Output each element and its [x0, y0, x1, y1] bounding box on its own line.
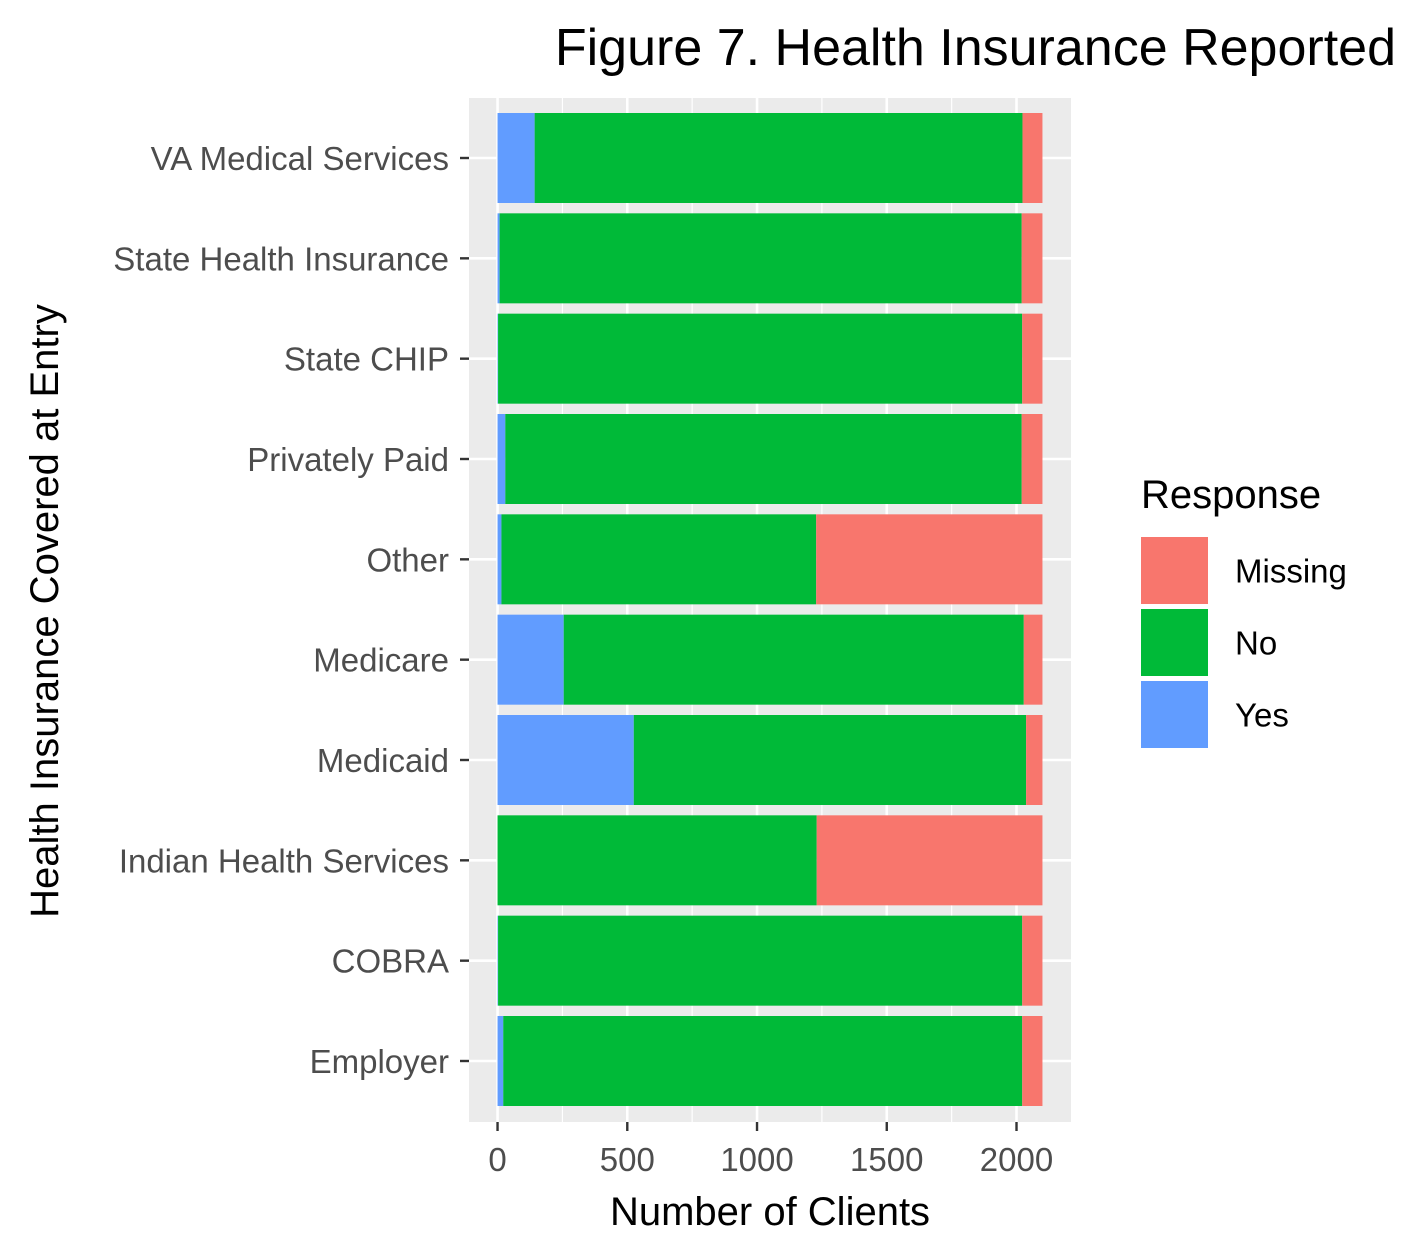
bar-state-chip-missing	[1022, 313, 1043, 404]
x-tick-label: 0	[488, 1141, 506, 1178]
bar-medicaid-missing	[1026, 715, 1043, 805]
y-axis-title: Health Insurance Covered at Entry	[23, 304, 67, 918]
bar-employer-missing	[1022, 1016, 1043, 1106]
bar-employer-no	[503, 1016, 1023, 1106]
y-tick-label: Employer	[310, 1043, 449, 1080]
bar-medicare-no	[563, 614, 1024, 705]
y-tick-label: Medicaid	[317, 742, 449, 779]
x-tick-label: 2000	[980, 1141, 1053, 1178]
bar-privately-paid-no	[505, 414, 1022, 504]
bar-medicare-yes	[497, 614, 564, 705]
bar-va-medical-services-missing	[1022, 113, 1043, 203]
legend-key-yes	[1141, 681, 1208, 748]
bar-state-health-insurance-yes	[497, 213, 500, 304]
y-tick-label: Indian Health Services	[119, 842, 449, 879]
bar-cobra-yes	[497, 915, 499, 1006]
bar-medicaid-yes	[497, 715, 634, 805]
bar-medicaid-no	[633, 715, 1027, 805]
x-tick-label: 1500	[850, 1141, 923, 1178]
y-tick-label: State CHIP	[284, 341, 449, 378]
x-axis: 0 500 1000 1500 2000	[488, 1122, 1053, 1178]
bar-indian-health-services-missing	[816, 815, 1043, 906]
bar-cobra-missing	[1022, 915, 1043, 1006]
legend-key-no	[1141, 609, 1208, 676]
bar-state-chip-yes	[497, 313, 499, 404]
y-tick-label: Medicare	[313, 642, 449, 679]
bar-other-missing	[816, 514, 1043, 605]
x-axis-title: Number of Clients	[610, 1190, 930, 1234]
bar-va-medical-services-yes	[497, 113, 535, 203]
bar-state-health-insurance-no	[499, 213, 1022, 304]
legend-entries: Missing No Yes	[1141, 537, 1347, 748]
bar-state-chip-no	[498, 313, 1023, 404]
bar-state-health-insurance-missing	[1021, 213, 1043, 304]
bar-cobra-no	[498, 915, 1023, 1006]
y-tick-label: VA Medical Services	[151, 140, 449, 177]
x-tick-label: 1000	[720, 1141, 793, 1178]
bar-other-no	[501, 514, 817, 605]
bar-va-medical-services-no	[534, 113, 1023, 203]
bar-indian-health-services-no	[497, 815, 817, 906]
legend-key-missing	[1141, 537, 1208, 604]
bar-privately-paid-missing	[1021, 414, 1043, 504]
legend-label-no: No	[1235, 625, 1277, 662]
y-tick-label: COBRA	[332, 943, 449, 980]
bar-other-yes	[497, 514, 502, 605]
y-axis: VA Medical Services State Health Insuranc…	[113, 140, 469, 1080]
y-tick-label: Privately Paid	[247, 441, 449, 478]
legend: Response Missing No Yes	[1141, 473, 1347, 748]
y-tick-label: State Health Insurance	[113, 240, 449, 277]
x-tick-label: 500	[600, 1141, 655, 1178]
chart-title: Figure 7. Health Insurance Reported	[555, 19, 1396, 77]
bar-medicare-missing	[1023, 614, 1043, 705]
bar-employer-yes	[497, 1016, 504, 1106]
legend-label-missing: Missing	[1235, 553, 1347, 590]
legend-label-yes: Yes	[1235, 697, 1289, 734]
legend-title: Response	[1141, 473, 1321, 517]
bars-layer	[497, 113, 1043, 1106]
bar-privately-paid-yes	[497, 414, 506, 504]
y-tick-label: Other	[366, 541, 449, 578]
